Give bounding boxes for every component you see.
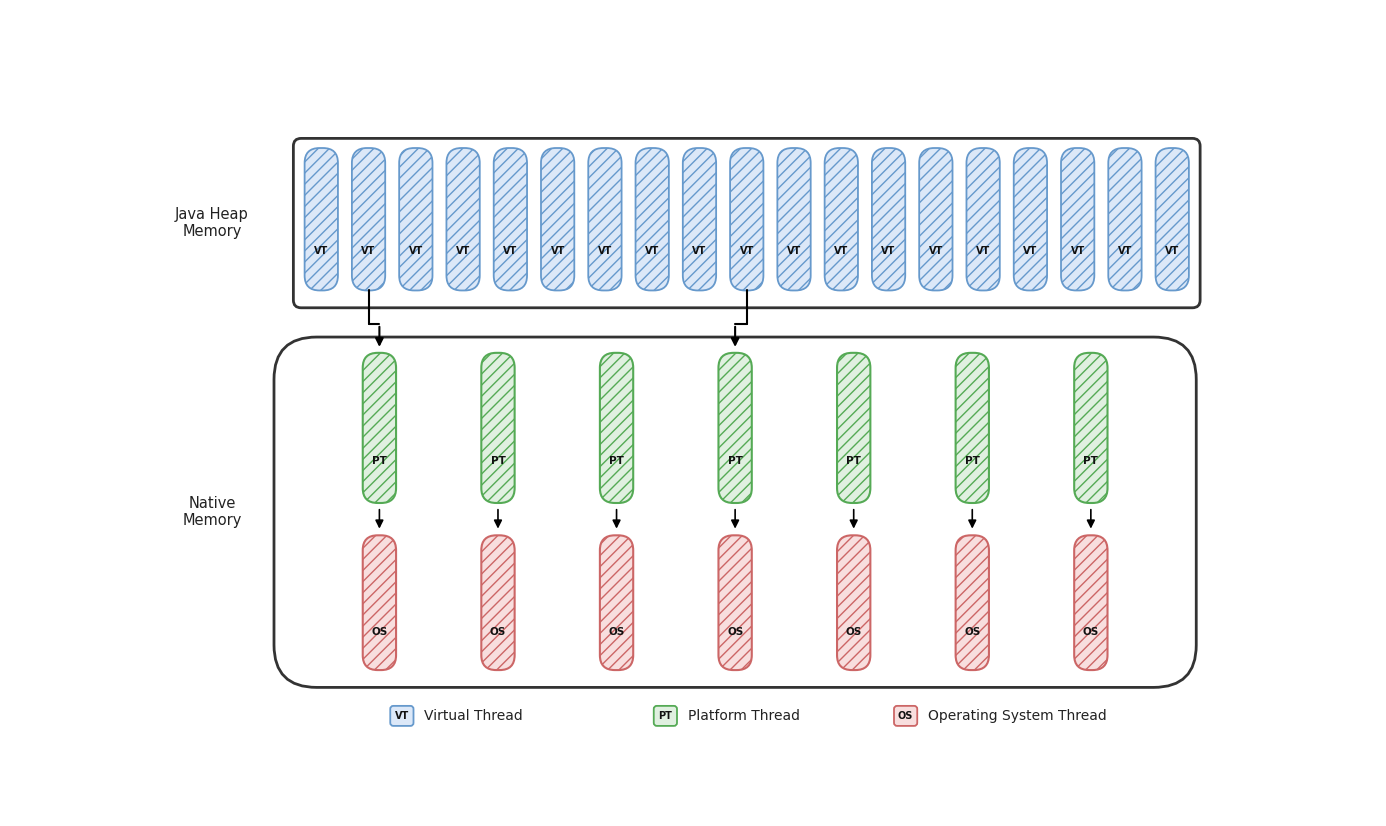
Text: Platform Thread: Platform Thread — [687, 709, 800, 723]
Text: VT: VT — [740, 245, 754, 255]
FancyBboxPatch shape — [363, 353, 396, 503]
FancyBboxPatch shape — [955, 353, 990, 503]
FancyBboxPatch shape — [636, 148, 669, 291]
FancyBboxPatch shape — [600, 353, 633, 503]
FancyBboxPatch shape — [778, 148, 811, 291]
Text: VT: VT — [597, 245, 613, 255]
Text: Java Heap
Memory: Java Heap Memory — [175, 206, 249, 240]
FancyBboxPatch shape — [305, 148, 338, 291]
FancyBboxPatch shape — [541, 148, 574, 291]
FancyBboxPatch shape — [274, 337, 1196, 687]
FancyBboxPatch shape — [1074, 353, 1107, 503]
FancyBboxPatch shape — [718, 535, 751, 670]
Text: VT: VT — [693, 245, 707, 255]
FancyBboxPatch shape — [1074, 535, 1107, 670]
Text: PT: PT — [728, 456, 743, 466]
Text: PT: PT — [847, 456, 861, 466]
Text: OS: OS — [371, 627, 388, 638]
FancyBboxPatch shape — [966, 148, 999, 291]
Text: OS: OS — [845, 627, 862, 638]
Text: VT: VT — [834, 245, 848, 255]
FancyBboxPatch shape — [894, 706, 918, 726]
Text: Operating System Thread: Operating System Thread — [929, 709, 1107, 723]
Text: OS: OS — [965, 627, 980, 638]
FancyBboxPatch shape — [872, 148, 905, 291]
Text: Native
Memory: Native Memory — [183, 496, 241, 529]
Text: VT: VT — [976, 245, 990, 255]
Text: OS: OS — [898, 711, 913, 721]
Text: VT: VT — [395, 711, 409, 721]
Text: VT: VT — [1023, 245, 1038, 255]
Text: VT: VT — [644, 245, 660, 255]
FancyBboxPatch shape — [718, 353, 751, 503]
Text: PT: PT — [371, 456, 387, 466]
FancyBboxPatch shape — [352, 148, 385, 291]
Text: VT: VT — [929, 245, 942, 255]
FancyBboxPatch shape — [446, 148, 480, 291]
Text: VT: VT — [456, 245, 470, 255]
FancyBboxPatch shape — [919, 148, 952, 291]
Text: VT: VT — [503, 245, 517, 255]
FancyBboxPatch shape — [363, 535, 396, 670]
FancyBboxPatch shape — [837, 535, 870, 670]
FancyBboxPatch shape — [481, 353, 514, 503]
FancyBboxPatch shape — [588, 148, 621, 291]
Text: OS: OS — [728, 627, 743, 638]
FancyBboxPatch shape — [391, 706, 413, 726]
Text: OS: OS — [1082, 627, 1099, 638]
Text: VT: VT — [787, 245, 801, 255]
Text: VT: VT — [550, 245, 564, 255]
FancyBboxPatch shape — [1109, 148, 1142, 291]
FancyBboxPatch shape — [825, 148, 858, 291]
FancyBboxPatch shape — [1062, 148, 1095, 291]
FancyBboxPatch shape — [399, 148, 432, 291]
Text: OS: OS — [608, 627, 625, 638]
Text: Virtual Thread: Virtual Thread — [424, 709, 523, 723]
FancyBboxPatch shape — [683, 148, 717, 291]
Text: VT: VT — [315, 245, 328, 255]
FancyBboxPatch shape — [493, 148, 527, 291]
Text: VT: VT — [409, 245, 423, 255]
FancyBboxPatch shape — [837, 353, 870, 503]
Text: VT: VT — [881, 245, 895, 255]
Text: VT: VT — [1070, 245, 1085, 255]
FancyBboxPatch shape — [654, 706, 676, 726]
Text: PT: PT — [491, 456, 506, 466]
Text: VT: VT — [1166, 245, 1179, 255]
FancyBboxPatch shape — [600, 535, 633, 670]
FancyBboxPatch shape — [1156, 148, 1189, 291]
FancyBboxPatch shape — [294, 139, 1200, 308]
Text: VT: VT — [362, 245, 376, 255]
Text: PT: PT — [608, 456, 624, 466]
Text: OS: OS — [489, 627, 506, 638]
FancyBboxPatch shape — [1013, 148, 1046, 291]
FancyBboxPatch shape — [481, 535, 514, 670]
Text: VT: VT — [1119, 245, 1132, 255]
Text: PT: PT — [658, 711, 672, 721]
FancyBboxPatch shape — [730, 148, 764, 291]
Text: PT: PT — [965, 456, 980, 466]
FancyBboxPatch shape — [955, 535, 990, 670]
Text: PT: PT — [1084, 456, 1098, 466]
